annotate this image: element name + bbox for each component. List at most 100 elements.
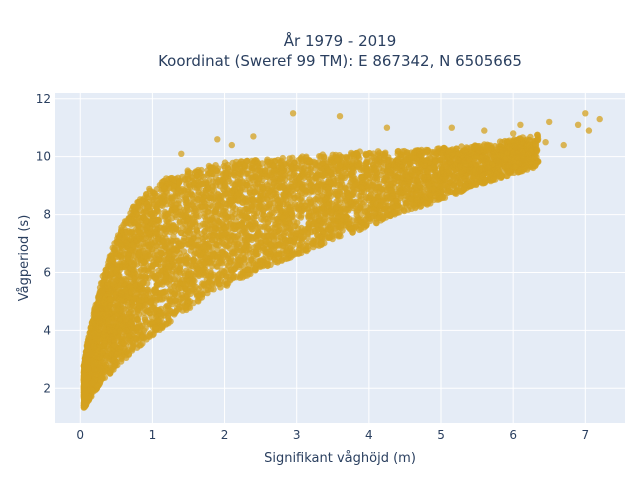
- data-point: [135, 199, 142, 206]
- data-point: [353, 211, 360, 219]
- data-point: [224, 161, 231, 169]
- data-point: [361, 224, 368, 231]
- data-point: [431, 164, 438, 171]
- x-tick-label: 1: [149, 428, 157, 442]
- data-point: [175, 257, 182, 264]
- y-tick-label: 6: [43, 265, 51, 279]
- data-point: [276, 241, 283, 248]
- data-point: [118, 297, 125, 304]
- data-point: [134, 324, 142, 332]
- data-point: [134, 316, 142, 323]
- data-point: [263, 238, 270, 245]
- data-point: [342, 185, 349, 192]
- data-point: [187, 183, 194, 191]
- data-point: [208, 191, 215, 199]
- data-point: [158, 242, 166, 249]
- data-point: [383, 192, 390, 199]
- data-point: [393, 173, 401, 180]
- data-point: [260, 212, 267, 219]
- data-point: [177, 270, 184, 277]
- y-tick-label: 4: [43, 323, 51, 337]
- data-point: [212, 225, 219, 233]
- data-point: [157, 202, 165, 209]
- x-tick-label: 2: [221, 428, 229, 442]
- x-tick-label: 0: [76, 428, 84, 442]
- data-point: [450, 173, 458, 180]
- chart-title-line-1: År 1979 - 2019: [284, 31, 397, 50]
- data-point: [179, 213, 186, 220]
- data-point: [126, 337, 134, 344]
- data-point: [338, 172, 345, 179]
- data-point: [471, 172, 478, 179]
- x-tick-label: 6: [509, 428, 517, 442]
- data-point: [356, 155, 363, 162]
- data-point: [286, 205, 293, 212]
- data-point: [153, 242, 160, 249]
- data-point: [196, 207, 203, 214]
- data-point: [425, 181, 433, 188]
- data-point: [172, 297, 180, 304]
- y-tick-label: 2: [43, 381, 51, 395]
- data-point: [204, 171, 211, 179]
- data-point: [306, 179, 313, 186]
- data-point: [319, 227, 326, 235]
- data-point: [208, 285, 215, 293]
- y-tick-label: 8: [43, 208, 51, 222]
- data-point: [105, 352, 112, 359]
- data-point: [217, 284, 224, 291]
- data-point: [411, 177, 418, 184]
- data-point: [363, 171, 371, 178]
- chart-title-line-2: Koordinat (Sweref 99 TM): E 867342, N 65…: [158, 52, 522, 70]
- data-point: [137, 335, 144, 342]
- data-point: [248, 236, 256, 244]
- y-tick-label: 12: [36, 92, 51, 106]
- data-point: [318, 192, 325, 199]
- data-point: [144, 286, 151, 293]
- data-point: [143, 191, 150, 198]
- data-point: [316, 198, 323, 205]
- data-point: [452, 188, 459, 196]
- data-point: [526, 137, 533, 144]
- data-point: [279, 154, 286, 162]
- data-point: [271, 245, 278, 252]
- data-point: [282, 176, 289, 183]
- x-tick-label: 5: [437, 428, 445, 442]
- data-point: [118, 254, 125, 261]
- data-point: [264, 156, 271, 163]
- x-tick-label: 3: [293, 428, 301, 442]
- data-point: [399, 148, 406, 155]
- data-point: [311, 202, 318, 209]
- data-point: [297, 214, 305, 221]
- data-point: [153, 186, 161, 193]
- data-point: [306, 209, 313, 216]
- data-point: [190, 286, 197, 293]
- y-tick-label: 10: [36, 150, 51, 164]
- data-point: [374, 176, 381, 183]
- data-point: [316, 233, 323, 241]
- data-point: [423, 149, 430, 156]
- data-point: [228, 197, 235, 204]
- data-points: [80, 110, 603, 411]
- data-point: [180, 206, 188, 214]
- x-tick-label: 7: [581, 428, 589, 442]
- data-point: [336, 199, 344, 206]
- data-point: [252, 220, 259, 227]
- data-point: [350, 204, 357, 212]
- data-point: [496, 138, 504, 145]
- data-point: [142, 272, 149, 280]
- data-point: [289, 154, 296, 161]
- data-point: [366, 179, 373, 186]
- data-point: [236, 206, 243, 213]
- data-point: [211, 236, 219, 244]
- data-point: [289, 252, 296, 259]
- x-tick-label: 4: [365, 428, 373, 442]
- data-point: [211, 260, 218, 267]
- data-point: [175, 285, 183, 292]
- data-point: [231, 248, 238, 255]
- data-point: [267, 200, 274, 208]
- data-point: [173, 280, 180, 287]
- data-point: [210, 231, 217, 239]
- data-point: [237, 273, 244, 280]
